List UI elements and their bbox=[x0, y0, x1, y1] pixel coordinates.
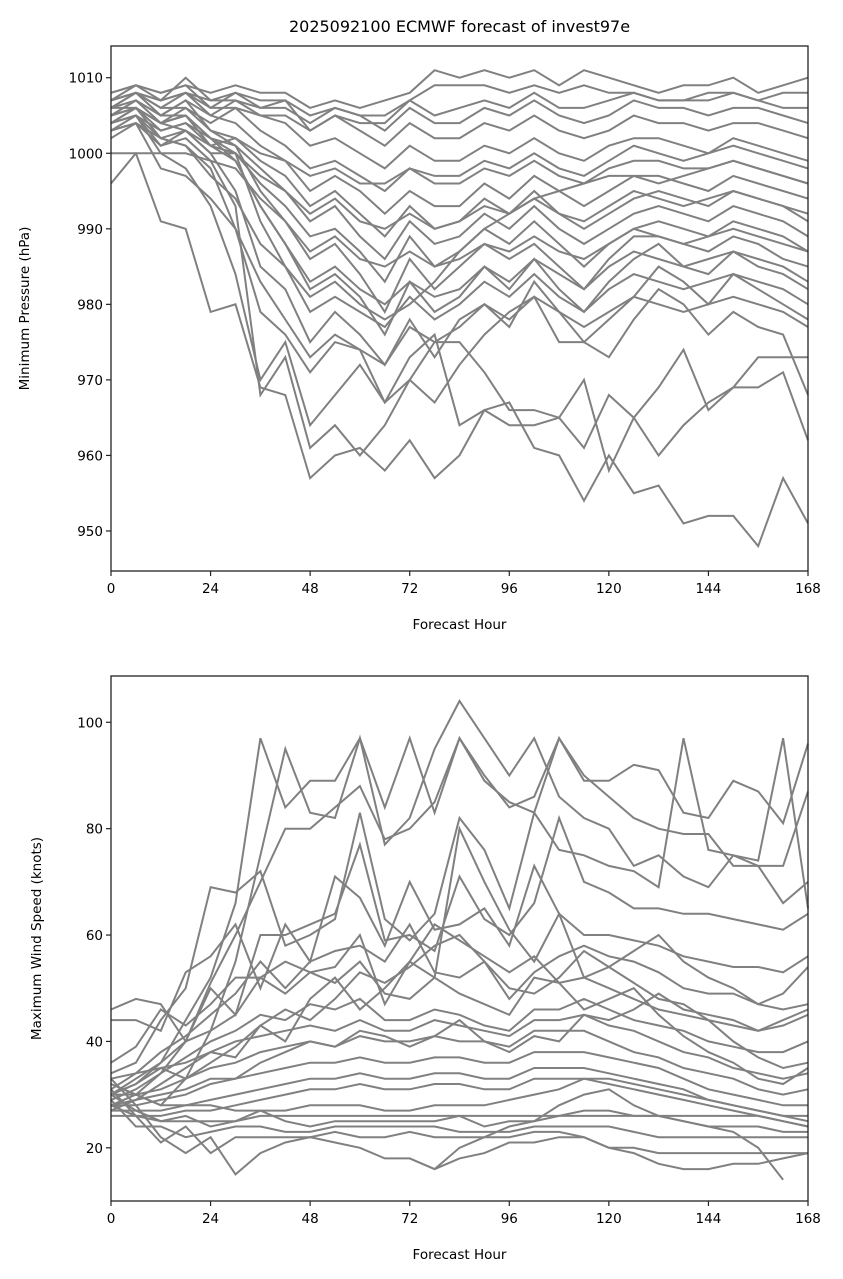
wind-series-member-14 bbox=[111, 1067, 808, 1117]
pressure-series-member-07 bbox=[110, 91, 809, 314]
pressure-series-member-21 bbox=[110, 114, 809, 268]
pressure-y-tick-label: 970 bbox=[77, 373, 103, 389]
wind-panel: 0 24 48 72 96 120 144 168 20 40 60 80 100 Forecast … bbox=[29, 675, 821, 1263]
wind-x-tick-label: 48 bbox=[302, 1211, 319, 1227]
wind-series-member-23 bbox=[110, 933, 809, 1096]
pressure-series-member-17 bbox=[110, 69, 809, 109]
pressure-series-member-16 bbox=[110, 91, 808, 132]
wind-series-member-09 bbox=[110, 960, 809, 1096]
pressure-y-tick-label: 990 bbox=[77, 222, 103, 238]
pressure-series-member-23 bbox=[111, 106, 809, 329]
pressure-series-member-13 bbox=[110, 76, 809, 170]
pressure-series-member-04 bbox=[110, 106, 809, 405]
wind-series-member-12 bbox=[111, 1029, 809, 1096]
pressure-y-tick-label: 980 bbox=[77, 297, 103, 313]
pressure-series-member-09 bbox=[110, 114, 809, 261]
pressure-series-member-24 bbox=[110, 121, 809, 367]
wind-y-axis-label: Maximum Wind Speed (knots) bbox=[29, 837, 45, 1040]
wind-y-tick-label: 100 bbox=[77, 715, 103, 731]
wind-series-member-02 bbox=[110, 699, 809, 1107]
pressure-y-ticks: 950 960 970 980 990 1000 1010 bbox=[69, 71, 111, 540]
pressure-x-axis-label: Forecast Hour bbox=[413, 617, 507, 633]
pressure-y-tick-label: 1000 bbox=[69, 146, 103, 162]
wind-series-member-06 bbox=[111, 863, 809, 1033]
pressure-series-member-11 bbox=[110, 91, 809, 216]
wind-x-tick-label: 24 bbox=[202, 1211, 219, 1227]
wind-series-member-05 bbox=[110, 814, 809, 1044]
wind-y-tick-label: 60 bbox=[86, 928, 103, 944]
pressure-x-tick-label: 72 bbox=[401, 581, 418, 597]
wind-x-tick-label: 120 bbox=[596, 1211, 622, 1227]
wind-x-tick-label: 0 bbox=[107, 1211, 116, 1227]
wind-x-ticks: 0 24 48 72 96 120 144 168 bbox=[107, 1201, 821, 1227]
pressure-x-tick-label: 24 bbox=[202, 581, 219, 597]
wind-series-member-11 bbox=[110, 1013, 809, 1080]
pressure-series-member-03 bbox=[110, 114, 808, 474]
wind-x-tick-label: 72 bbox=[401, 1211, 418, 1227]
pressure-series-member-15 bbox=[110, 99, 809, 132]
wind-series-member-13 bbox=[111, 1051, 808, 1107]
wind-series-member-04 bbox=[110, 737, 809, 1075]
pressure-series-member-14 bbox=[110, 91, 809, 147]
wind-x-tick-label: 144 bbox=[696, 1211, 722, 1227]
pressure-x-tick-label: 0 bbox=[107, 581, 116, 597]
chart-title: 2025092100 ECMWF forecast of invest97e bbox=[289, 17, 630, 36]
wind-y-tick-label: 80 bbox=[86, 822, 103, 838]
wind-series-member-21 bbox=[110, 1078, 809, 1176]
wind-axes-frame bbox=[110, 675, 809, 1202]
pressure-x-tick-label: 120 bbox=[596, 581, 622, 597]
pressure-x-tick-label: 168 bbox=[795, 581, 821, 597]
wind-series-member-15 bbox=[111, 1077, 809, 1128]
pressure-series-member-19 bbox=[110, 122, 809, 185]
pressure-series-member-12 bbox=[110, 84, 809, 193]
wind-series-member-08 bbox=[110, 922, 809, 1091]
pressure-x-tick-label: 96 bbox=[501, 581, 518, 597]
wind-x-tick-label: 168 bbox=[795, 1211, 821, 1227]
wind-series-member-20 bbox=[110, 1088, 808, 1155]
pressure-y-tick-label: 960 bbox=[77, 448, 103, 464]
wind-y-tick-label: 40 bbox=[86, 1034, 103, 1050]
wind-x-tick-label: 96 bbox=[501, 1211, 518, 1227]
pressure-lines bbox=[110, 69, 809, 549]
pressure-x-tick-label: 48 bbox=[302, 581, 319, 597]
wind-series-member-03 bbox=[110, 735, 809, 1107]
wind-x-axis-label: Forecast Hour bbox=[413, 1247, 507, 1263]
wind-series-member-07 bbox=[110, 825, 809, 1064]
pressure-series-member-18 bbox=[110, 84, 808, 117]
pressure-series-member-25 bbox=[110, 114, 809, 321]
wind-series-member-10 bbox=[110, 997, 809, 1101]
wind-y-tick-label: 20 bbox=[86, 1141, 103, 1157]
pressure-x-tick-label: 144 bbox=[696, 581, 722, 597]
wind-series-member-22 bbox=[110, 992, 809, 1107]
wind-y-ticks: 20 40 60 80 100 bbox=[77, 715, 111, 1157]
pressure-panel: 0 24 48 72 96 120 144 168 950 960 970 980 990 1000 10… bbox=[17, 45, 821, 633]
wind-series-member-24 bbox=[110, 923, 809, 1112]
pressure-series-member-22 bbox=[110, 106, 809, 306]
wind-series-member-19 bbox=[110, 1099, 808, 1139]
pressure-y-tick-label: 1010 bbox=[69, 71, 103, 87]
pressure-series-member-01 bbox=[111, 152, 809, 549]
pressure-y-axis-label: Minimum Pressure (hPa) bbox=[17, 227, 33, 391]
wind-series-member-16 bbox=[110, 1077, 809, 1123]
wind-series-member-25 bbox=[433, 1088, 784, 1181]
wind-lines bbox=[110, 699, 809, 1181]
pressure-x-ticks: 0 24 48 72 96 120 144 168 bbox=[107, 571, 821, 597]
pressure-series-member-20 bbox=[110, 121, 809, 230]
pressure-y-tick-label: 950 bbox=[77, 524, 103, 540]
pressure-series-member-05 bbox=[110, 99, 809, 367]
pressure-axes-frame bbox=[110, 45, 809, 572]
